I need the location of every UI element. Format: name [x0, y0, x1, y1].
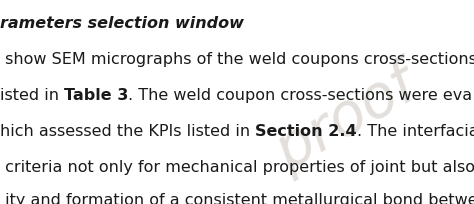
Text: show SEM micrographs of the weld coupons cross-sections fo: show SEM micrographs of the weld coupons…: [0, 52, 474, 67]
Text: . The interfacial IM: . The interfacial IM: [357, 123, 474, 138]
Text: ity and formation of a consistent metallurgical bond between t: ity and formation of a consistent metall…: [0, 192, 474, 204]
Text: Table 3: Table 3: [64, 88, 128, 102]
Text: isted in: isted in: [0, 88, 64, 102]
Text: . The weld coupon cross-sections were eva: . The weld coupon cross-sections were ev…: [128, 88, 473, 102]
Text: rameters selection window: rameters selection window: [0, 16, 244, 31]
Text: proof: proof: [265, 56, 427, 181]
Text: criteria not only for mechanical properties of joint but also in: criteria not only for mechanical propert…: [0, 159, 474, 174]
Text: hich assessed the KPIs listed in: hich assessed the KPIs listed in: [0, 123, 255, 138]
Text: Section 2.4: Section 2.4: [255, 123, 357, 138]
